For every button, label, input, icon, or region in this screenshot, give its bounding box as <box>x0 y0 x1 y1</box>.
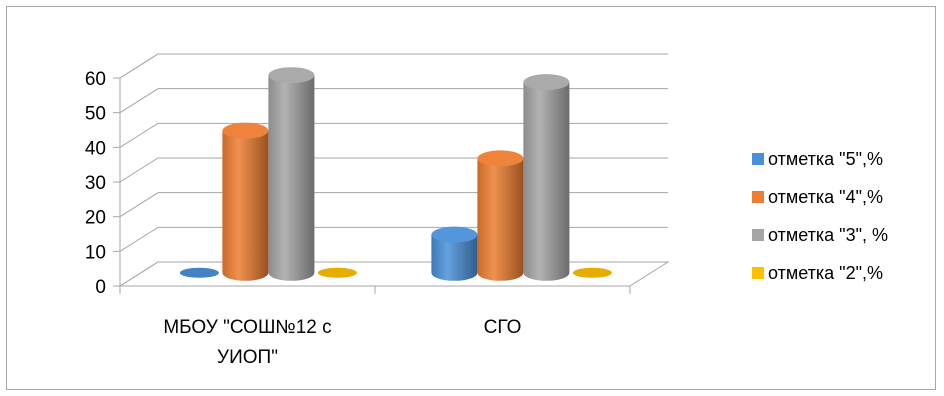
y-axis: 0 10 20 30 40 50 60 <box>85 69 121 298</box>
bar-body <box>268 75 315 281</box>
legend-swatch <box>752 229 764 241</box>
bar-body <box>431 234 478 281</box>
gridline <box>119 157 668 183</box>
legend-label: отметка "2",% <box>768 263 883 283</box>
x-axis: МБОУ "СОШ№12 с УИОП" СГО <box>119 285 631 368</box>
gridline <box>119 226 668 252</box>
back-wall-top-edge <box>119 53 668 79</box>
gridline <box>119 122 668 148</box>
y-tick-label: 30 <box>85 173 106 194</box>
gridline <box>119 192 668 218</box>
legend-label: отметка "3", % <box>768 225 888 245</box>
bar-body <box>477 158 524 281</box>
legend-label: отметка "5",% <box>768 149 883 169</box>
gridline <box>119 88 668 114</box>
gridline <box>119 53 668 79</box>
bar-top <box>268 67 315 84</box>
legend: отметка "5",% отметка "4",% отметка "3", %… <box>752 149 888 283</box>
bar-top <box>477 150 524 167</box>
bar-top <box>523 74 570 91</box>
x-category-label: СГО <box>484 317 522 338</box>
legend-label: отметка "4",% <box>768 187 883 207</box>
bar-top <box>572 267 612 278</box>
bar <box>179 267 219 278</box>
bar <box>268 67 315 281</box>
bar <box>477 150 524 281</box>
bar-top <box>179 267 219 278</box>
y-tick-label: 60 <box>85 69 106 90</box>
legend-swatch <box>752 153 764 165</box>
x-category-label: УИОП" <box>217 347 278 368</box>
y-tick-label: 40 <box>85 138 106 159</box>
y-tick-label: 10 <box>85 242 106 263</box>
bar-top <box>431 226 478 243</box>
bar <box>523 74 570 281</box>
legend-swatch <box>752 191 764 203</box>
bar-body <box>523 82 570 281</box>
y-tick-label: 0 <box>95 277 106 298</box>
bar-top <box>222 122 269 139</box>
bar <box>431 226 478 281</box>
bar-top <box>317 267 357 278</box>
gridlines <box>119 53 668 287</box>
bar <box>222 122 269 281</box>
bar <box>572 267 612 278</box>
legend-swatch <box>752 267 764 279</box>
bar-body <box>222 130 269 281</box>
chart-frame <box>6 6 936 390</box>
bar <box>317 267 357 278</box>
x-category-label: МБОУ "СОШ№12 с <box>163 317 331 338</box>
bars <box>179 67 612 281</box>
y-tick-label: 20 <box>85 208 106 229</box>
y-tick-label: 50 <box>85 104 106 125</box>
